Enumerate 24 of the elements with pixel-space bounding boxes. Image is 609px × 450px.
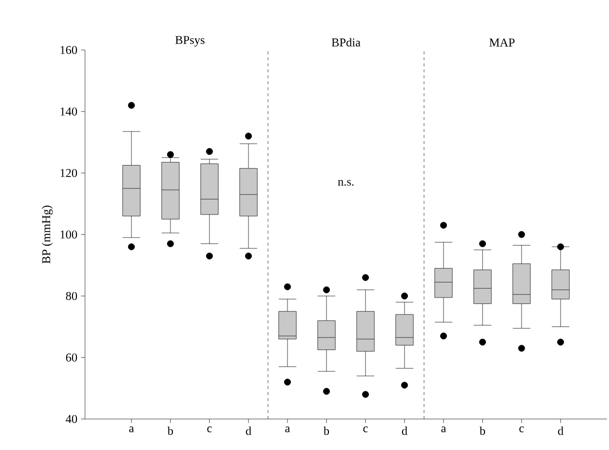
x-tick-label: a	[441, 426, 446, 432]
x-tick-label: a	[285, 426, 290, 432]
annotation: n.s.	[338, 180, 354, 186]
x-tick-label: d	[558, 426, 564, 435]
x-tick-label: c	[207, 426, 212, 432]
x-tick-label: b	[480, 426, 486, 435]
y-axis-title: BP (mmHg)	[42, 206, 53, 264]
text: BPdia	[332, 38, 360, 46]
text: MAP	[489, 38, 515, 46]
x-tick-label: c	[363, 426, 368, 432]
x-tick-label: c	[519, 426, 524, 432]
x-tick-label: d	[246, 426, 252, 435]
y-tick-label: 100	[60, 230, 78, 239]
y-tick-label: 160	[60, 46, 78, 54]
text: BPsys	[175, 36, 204, 46]
y-tick-label: 140	[60, 107, 78, 116]
x-tick-label: b	[324, 426, 330, 435]
y-tick-label: 120	[60, 168, 78, 178]
x-tick-label: d	[402, 426, 408, 435]
y-tick-label: 40	[66, 414, 78, 424]
y-tick-label: 80	[66, 292, 78, 300]
x-tick-label: b	[167, 426, 173, 435]
x-tick-label: a	[129, 426, 134, 432]
y-tick-label: 60	[66, 353, 78, 362]
